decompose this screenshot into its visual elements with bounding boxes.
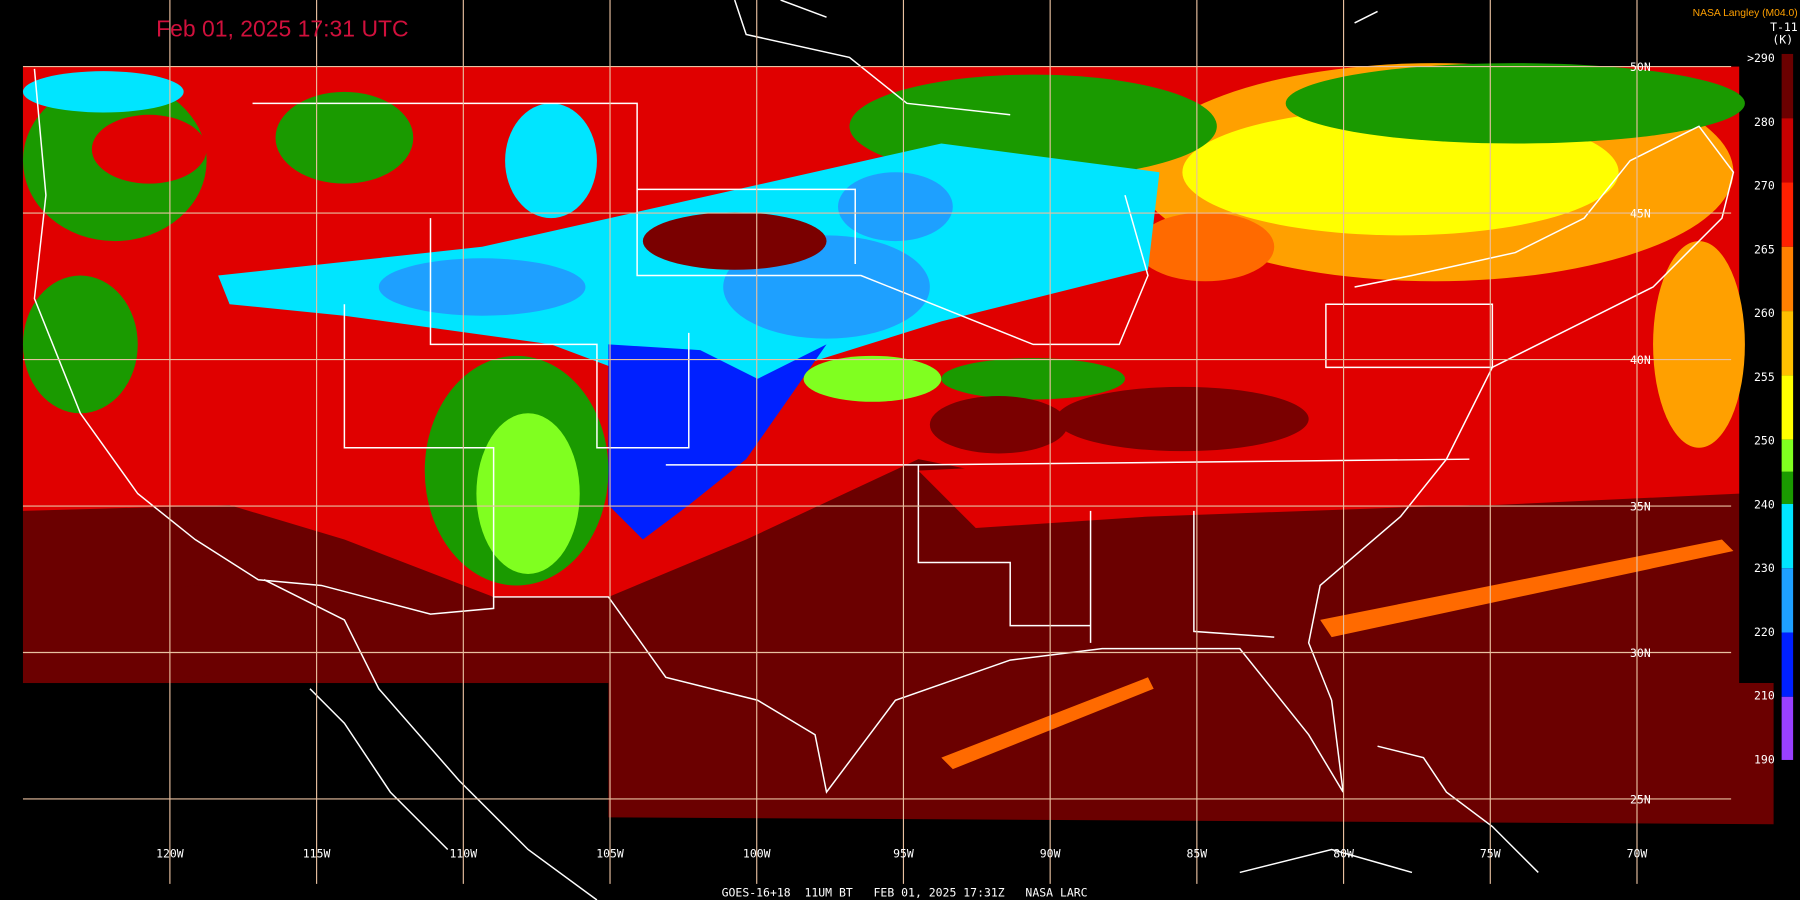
colorbar-tick-label: 250 (1754, 434, 1775, 448)
colorbar-tick-label: 240 (1754, 497, 1775, 511)
latitude-label: 30N (1630, 646, 1651, 660)
source-label: NASA Langley (M04.0) (1693, 8, 1798, 19)
colorbar-tick-label: 280 (1754, 115, 1775, 129)
colorbar-tick-label: 230 (1754, 561, 1775, 575)
colorbar-tick-label: >290 (1747, 51, 1775, 65)
longitude-label: 75W (1480, 847, 1501, 861)
colorbar-tick-label: 190 (1754, 752, 1775, 766)
longitude-label: 105W (596, 847, 624, 861)
lat-lon-grid (22, 0, 1732, 884)
boundaries (33, 0, 1735, 900)
longitude-label: 110W (450, 847, 478, 861)
longitude-label: 100W (743, 847, 771, 861)
colorbar-tick-label: 265 (1754, 242, 1775, 256)
colorbar-tick-label: 220 (1754, 625, 1775, 639)
longitude-label: 90W (1040, 847, 1061, 861)
colorbar-tick-label: 270 (1754, 179, 1775, 193)
longitude-label: 70W (1627, 847, 1648, 861)
imagery (22, 63, 1774, 825)
longitude-label: 120W (156, 847, 184, 861)
longitude-label: 85W (1187, 847, 1208, 861)
colorbar-tick-label: 260 (1754, 306, 1775, 320)
timestamp-title: Feb 01, 2025 17:31 UTC (156, 16, 408, 42)
labels: 120W 115W 110W 105W 100W 95W 90W 85W 80W 75W 70W 50… (156, 51, 1775, 861)
colorbar-unit: (K) (1772, 33, 1793, 47)
longitude-label: 95W (893, 847, 914, 861)
latitude-label: 40N (1630, 353, 1651, 367)
footer: GOES-16+18 11UM BT FEB 01, 2025 17:31Z N… (722, 886, 1088, 900)
latitude-label: 50N (1630, 60, 1651, 74)
longitude-label: 115W (303, 847, 331, 861)
latitude-label: 45N (1630, 207, 1651, 221)
colorbar (1781, 53, 1794, 760)
colorbar-tick-label: 210 (1754, 689, 1775, 703)
colorbar-tick-label: 255 (1754, 370, 1775, 384)
longitude-label: 80W (1333, 847, 1354, 861)
latitude-label: 25N (1630, 793, 1651, 807)
colorbar-title: T-11 (1770, 20, 1798, 34)
latitude-label: 35N (1630, 500, 1651, 514)
